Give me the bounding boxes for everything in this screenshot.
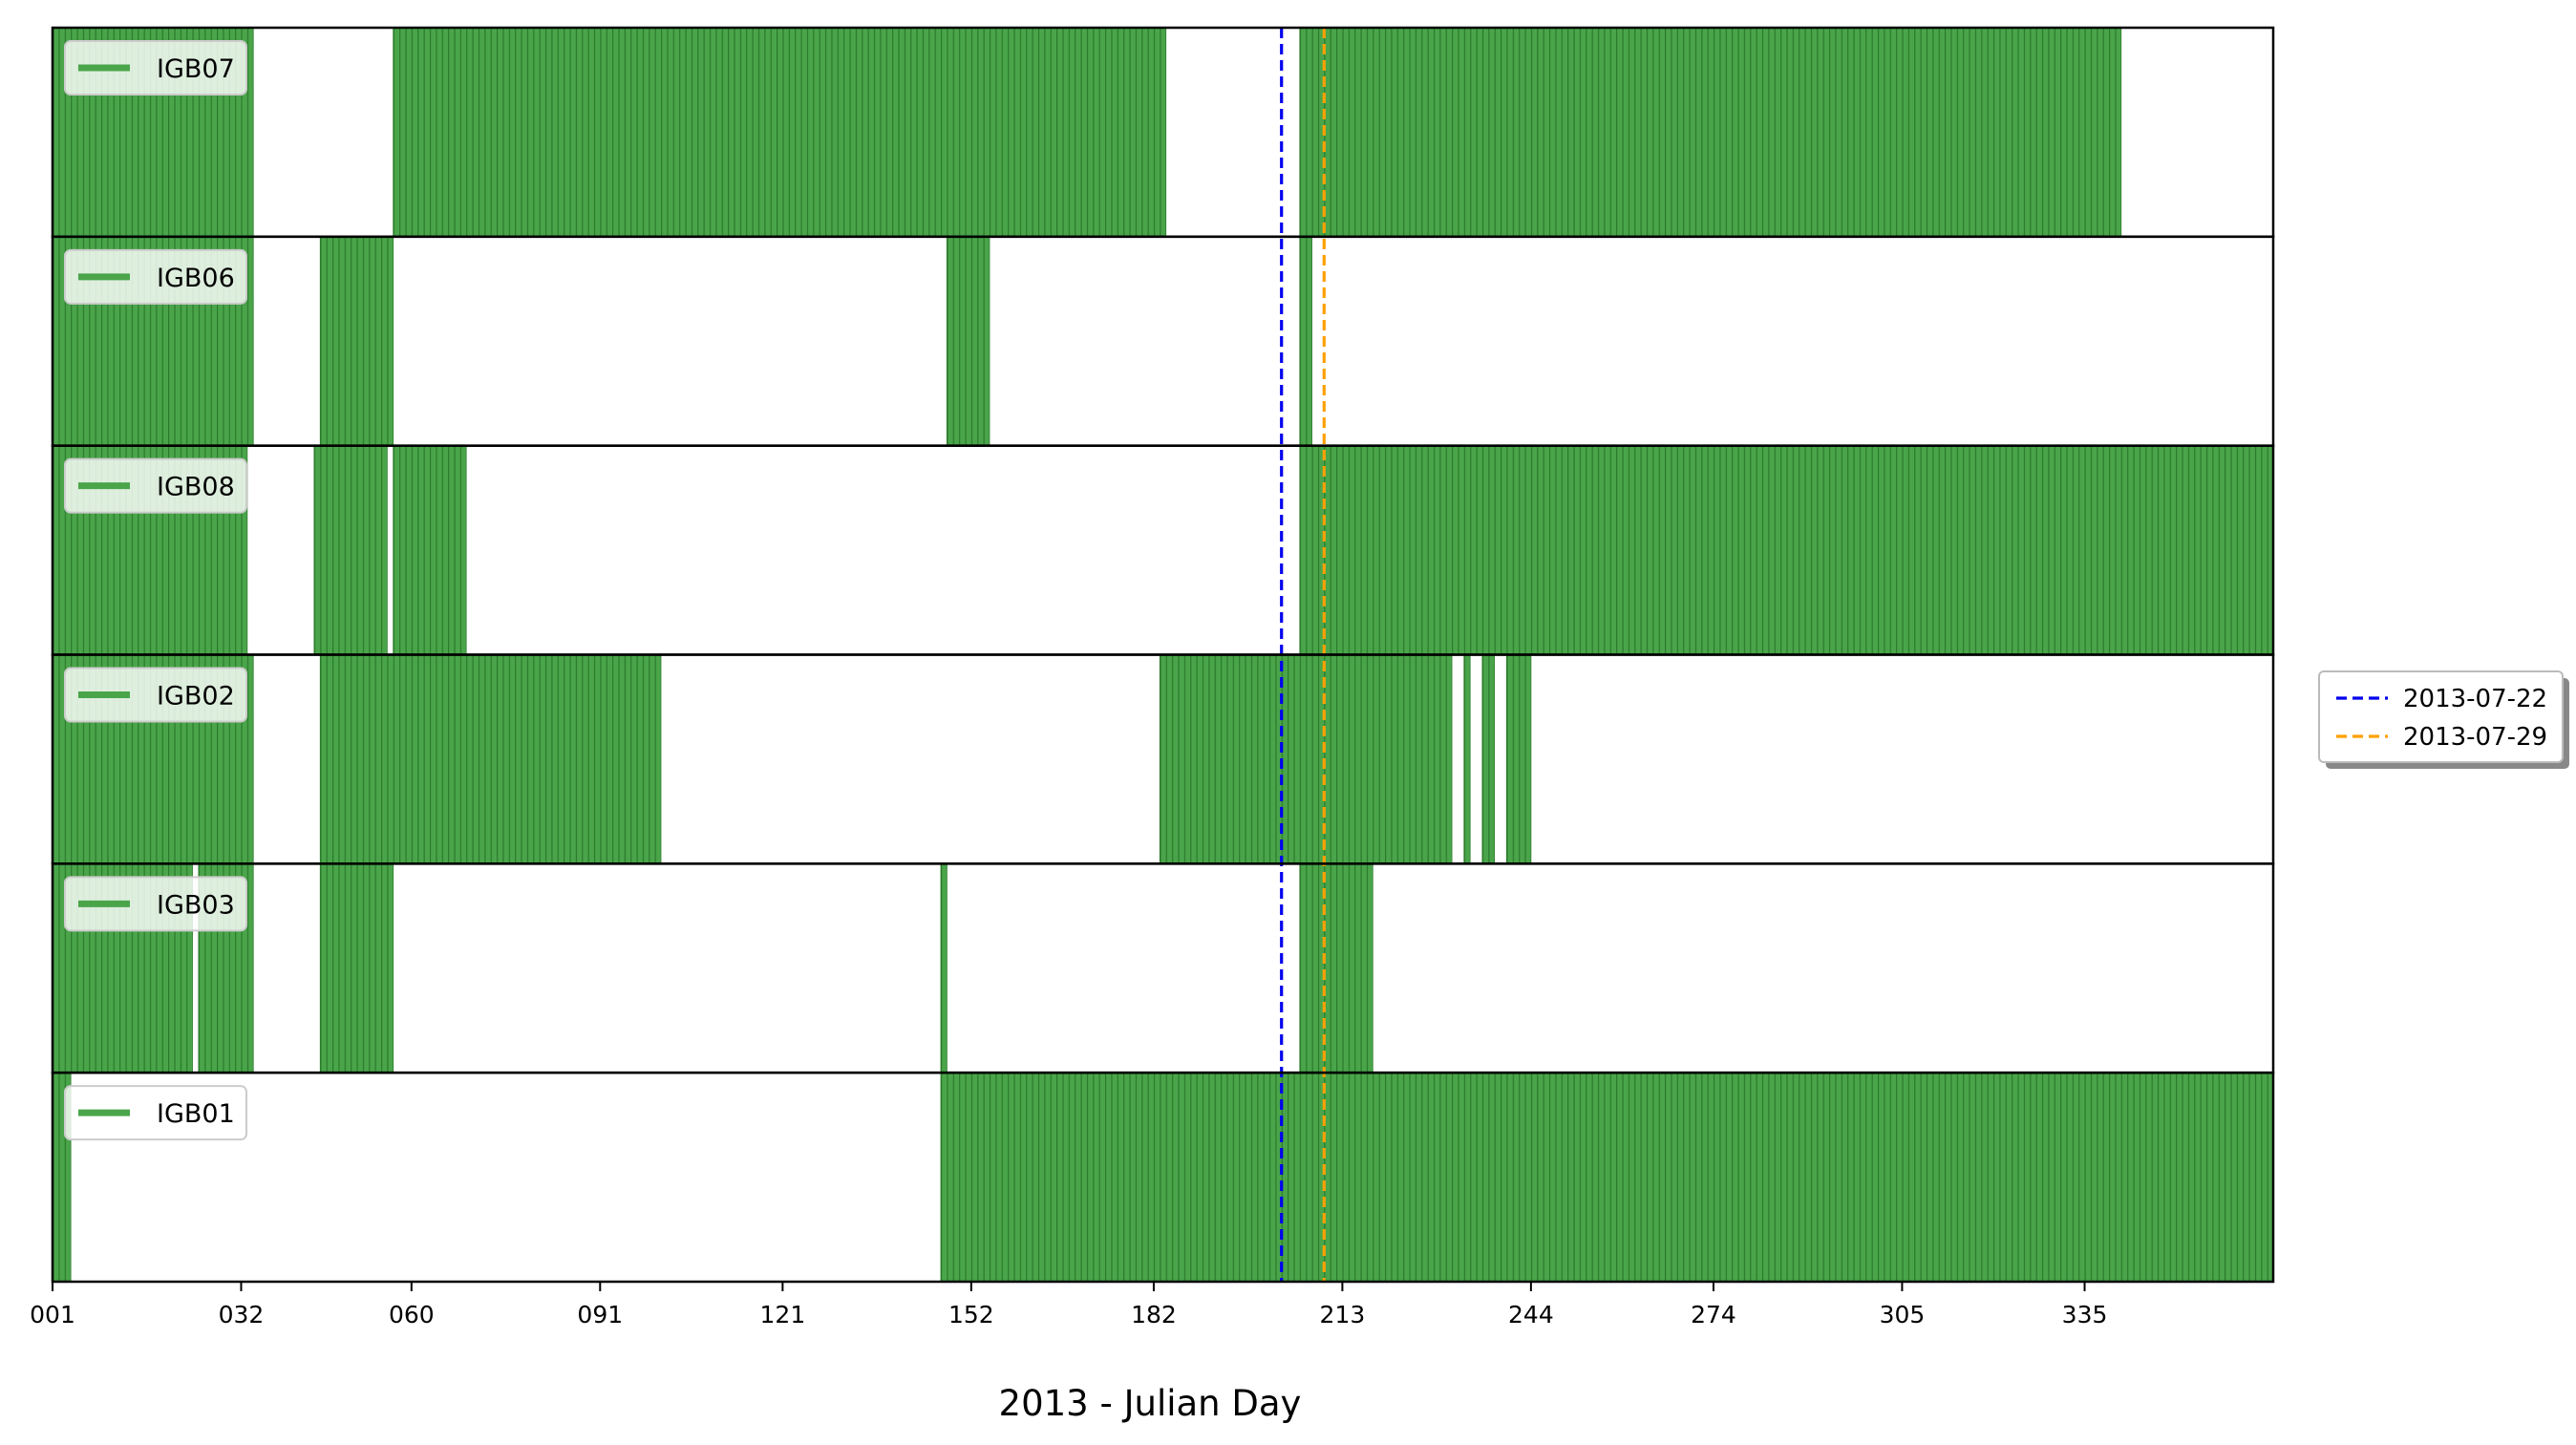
- x-tick-label: 152: [948, 1301, 994, 1328]
- station-igb07-bars: [52, 27, 2122, 238]
- availability-bar: [1299, 236, 1312, 447]
- x-tick-label: 213: [1320, 1301, 1366, 1328]
- x-tick-label: 274: [1691, 1301, 1736, 1328]
- legend-label: IGB06: [157, 264, 235, 293]
- legend-line-label: 2013-07-22: [2403, 685, 2547, 713]
- legend-igb06: IGB06: [64, 248, 247, 305]
- x-axis-label: 2013 - Julian Day: [999, 1383, 1302, 1424]
- availability-bar: [1299, 27, 2122, 238]
- station-igb01-bars: [52, 1072, 2274, 1283]
- panel-frames: [51, 26, 2275, 1284]
- legend-line-label: 2013-07-29: [2403, 723, 2547, 752]
- x-tick-label: 121: [760, 1301, 806, 1328]
- availability-bar: [946, 236, 990, 447]
- panel-legends: IGB07 IGB06 IGB08 IGB02 IGB03 IGB01: [64, 40, 247, 1141]
- availability-bar: [319, 236, 394, 447]
- legend-box: [64, 876, 247, 932]
- panel-frame: [51, 1071, 2275, 1284]
- legend-igb07: IGB07: [64, 40, 247, 96]
- station-igb02-bars: [52, 654, 1532, 864]
- x-tick-label: 060: [389, 1301, 435, 1328]
- availability-bar: [1463, 654, 1471, 864]
- availability-bar: [319, 654, 662, 864]
- x-tick-label: 182: [1131, 1301, 1177, 1328]
- legend-igb08: IGB08: [64, 457, 247, 514]
- legend-igb02: IGB02: [64, 667, 247, 723]
- legend-box: [64, 40, 247, 96]
- legend-box: [64, 667, 247, 723]
- legend-igb01: IGB01: [64, 1085, 247, 1141]
- availability-bar: [1299, 862, 1373, 1073]
- availability-bar: [940, 862, 947, 1073]
- legend-igb03: IGB03: [64, 876, 247, 932]
- availability-bar: [1481, 654, 1496, 864]
- x-tick-label: 032: [219, 1301, 265, 1328]
- legend-label: IGB03: [157, 890, 235, 920]
- legend-label: IGB01: [157, 1099, 235, 1129]
- availability-bar: [1505, 654, 1532, 864]
- legend-box: [64, 248, 247, 305]
- x-tick-label: 001: [30, 1301, 75, 1328]
- legend-label: IGB08: [157, 473, 235, 502]
- bars-layer: [52, 27, 2274, 1283]
- x-tick-label: 305: [1880, 1301, 1926, 1328]
- availability-bar: [393, 27, 1167, 238]
- x-tick-label: 335: [2062, 1301, 2108, 1328]
- legend-box: [64, 1085, 247, 1141]
- line-legend: 2013-07-22 2013-07-29: [2318, 670, 2569, 769]
- x-axis: 001 032 060 091 121 152 182 213 244 274 305 335: [30, 1282, 2107, 1328]
- station-igb08-bars: [52, 445, 2274, 655]
- availability-bar: [940, 1072, 2274, 1283]
- legend-label: IGB07: [157, 54, 235, 84]
- availability-bar: [1159, 654, 1453, 864]
- x-tick-label: 091: [577, 1301, 623, 1328]
- legend-box: [2318, 670, 2564, 763]
- availability-bar: [1299, 445, 2274, 655]
- legend-label: IGB02: [157, 682, 235, 712]
- availability-bar: [319, 862, 394, 1073]
- station-igb03-bars: [52, 862, 1373, 1073]
- availability-bar: [393, 445, 467, 655]
- x-tick-label: 244: [1508, 1301, 1554, 1328]
- availability-bar: [313, 445, 388, 655]
- legend-box: [64, 457, 247, 514]
